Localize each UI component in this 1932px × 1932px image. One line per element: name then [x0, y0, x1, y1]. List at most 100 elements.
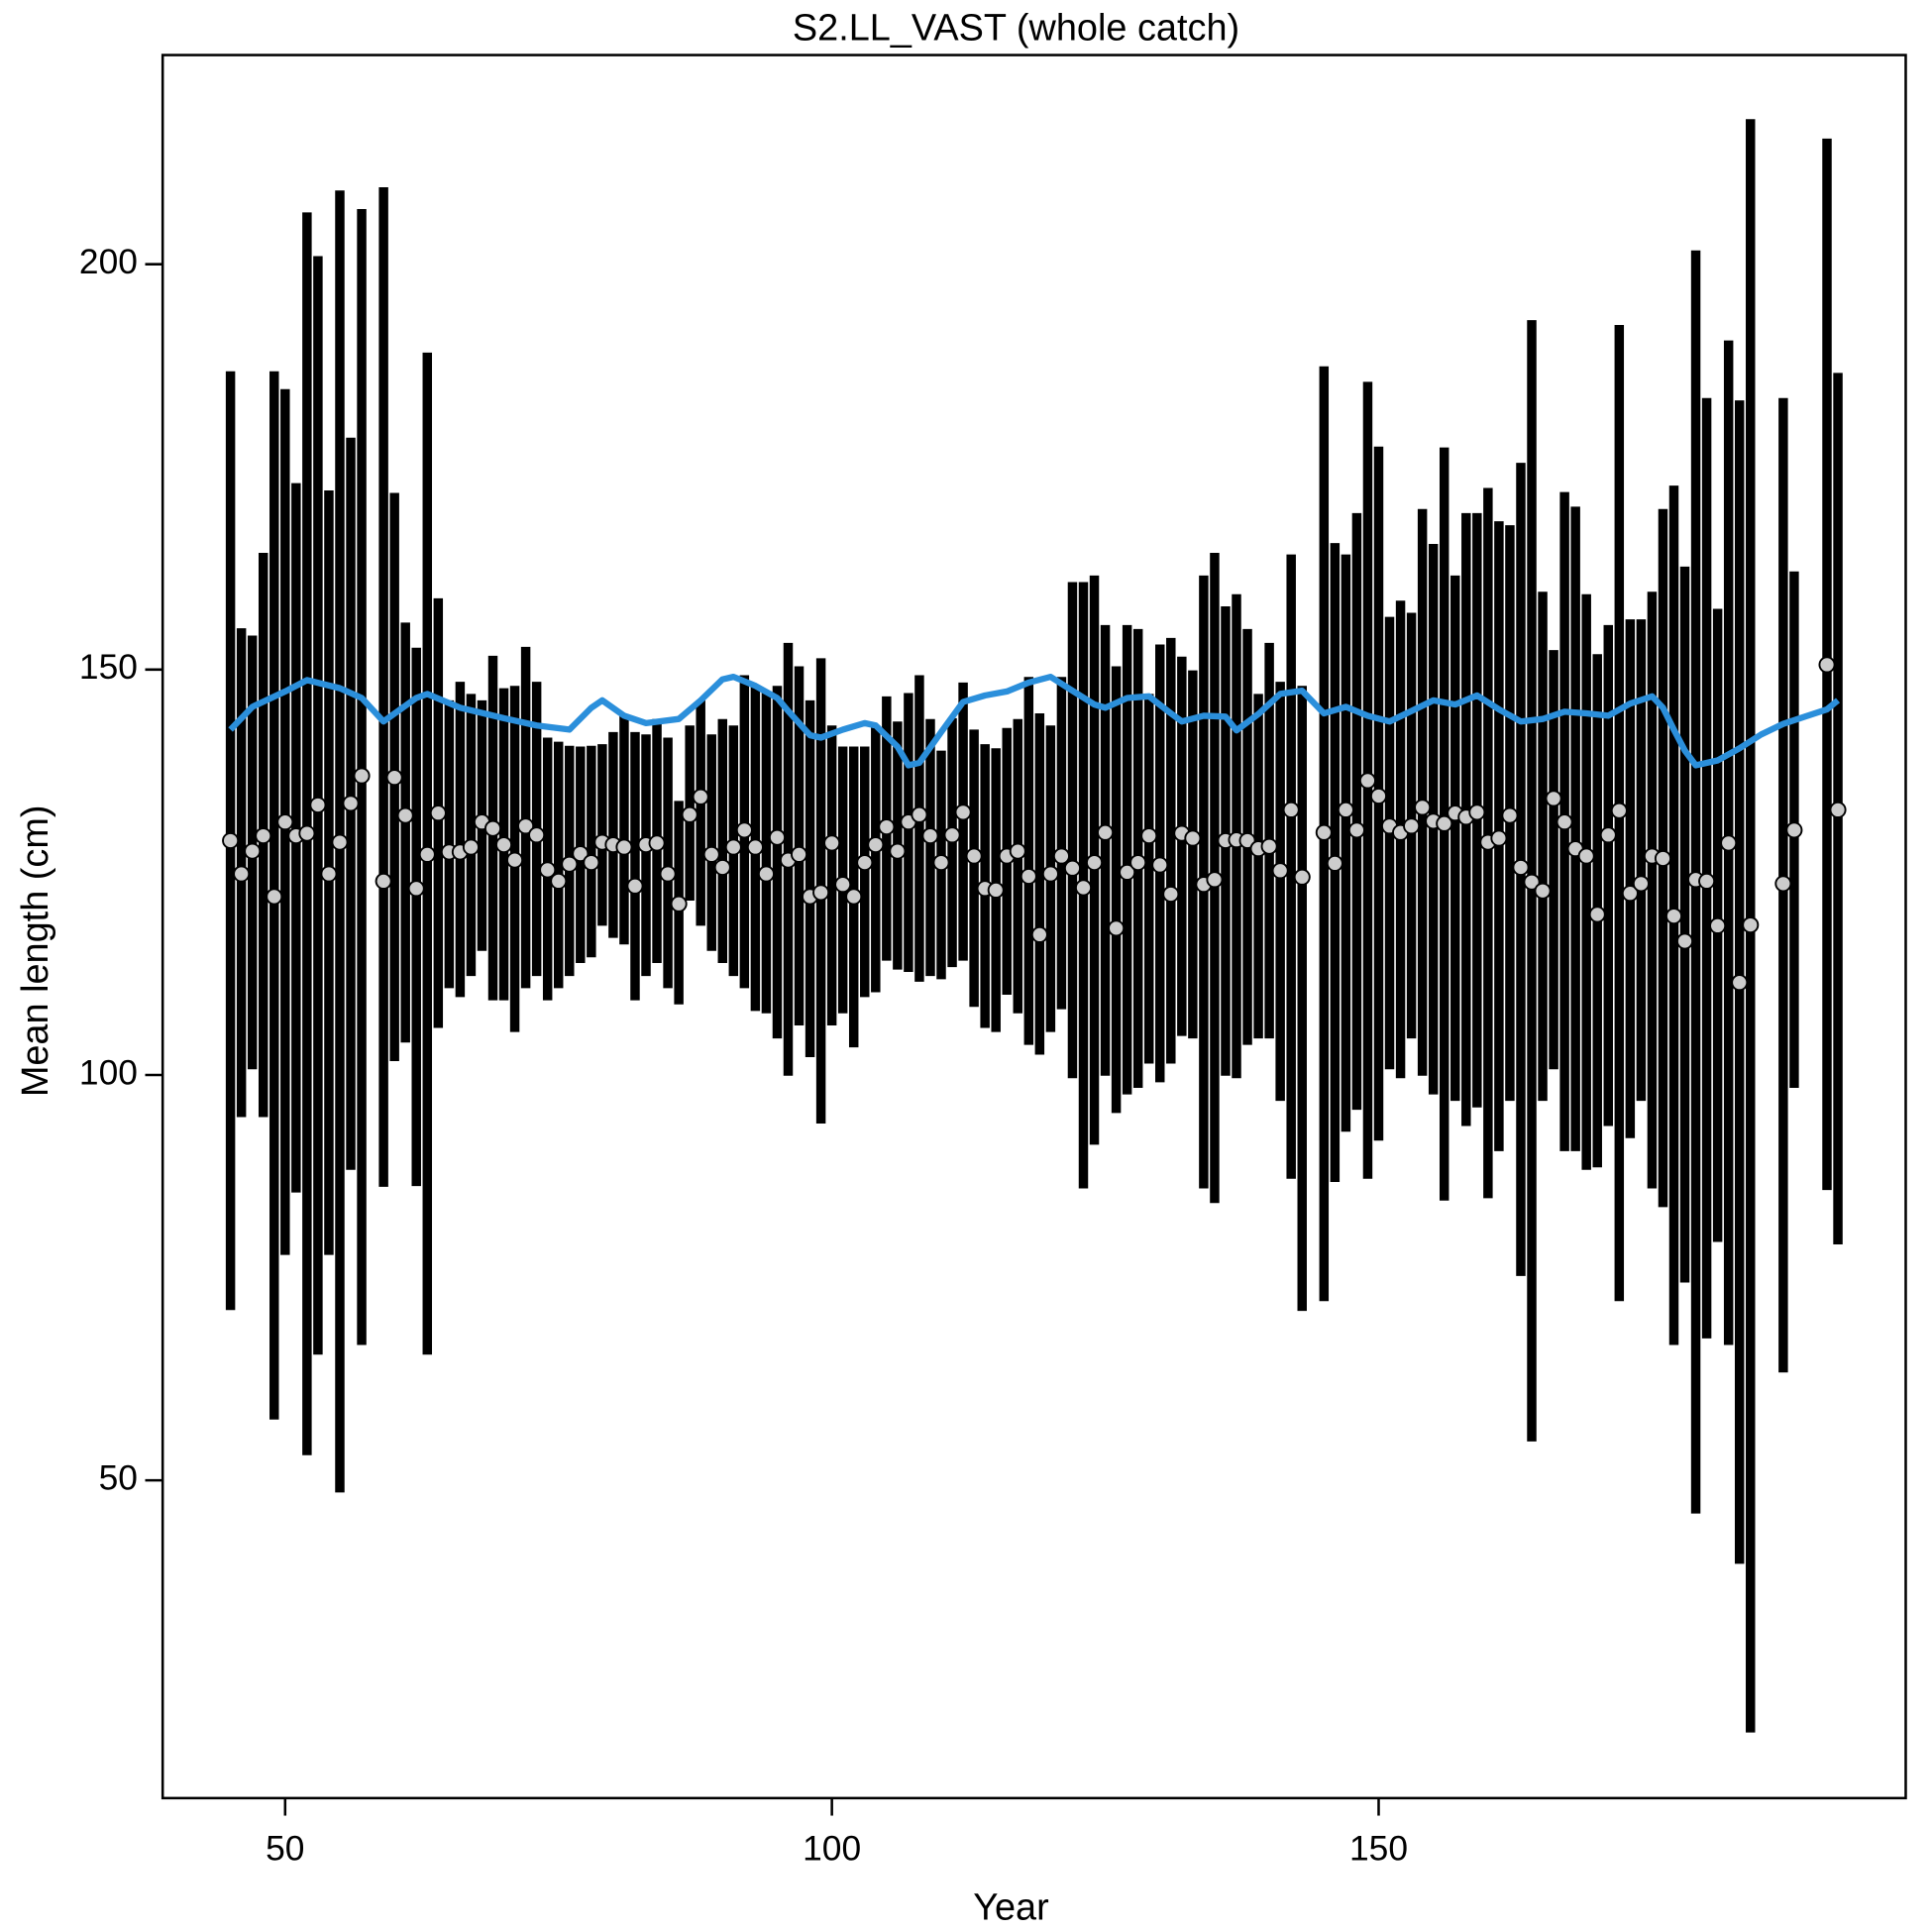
data-point	[1414, 799, 1432, 816]
data-point	[1074, 879, 1093, 897]
data-point	[932, 854, 950, 872]
chart-title: S2.LL_VAST (whole catch)	[793, 7, 1239, 49]
data-point	[878, 818, 896, 836]
data-point	[375, 872, 392, 890]
data-point	[845, 888, 863, 906]
data-point	[1260, 837, 1278, 855]
data-point	[1020, 867, 1037, 886]
data-point	[1282, 801, 1300, 818]
data-point	[615, 838, 633, 856]
data-point	[309, 796, 327, 814]
data-point	[1315, 823, 1333, 841]
data-point	[943, 826, 961, 844]
data-point	[1676, 932, 1694, 950]
data-point	[1369, 787, 1388, 805]
data-point	[1534, 882, 1552, 900]
data-point	[483, 819, 502, 837]
data-point	[1293, 868, 1311, 886]
data-point	[791, 845, 808, 863]
data-point	[1052, 847, 1070, 865]
data-point	[1599, 826, 1617, 844]
data-point	[889, 842, 907, 860]
data-point	[342, 795, 360, 812]
data-point	[1140, 827, 1158, 845]
data-point	[648, 834, 666, 852]
data-point	[626, 877, 644, 895]
data-point	[407, 880, 425, 898]
data-point	[222, 831, 240, 850]
data-point	[681, 805, 698, 823]
data-point	[724, 838, 742, 856]
data-point	[1086, 854, 1104, 872]
data-point	[550, 872, 568, 890]
y-tick-label: 100	[79, 1053, 138, 1092]
data-point	[823, 834, 841, 852]
data-point	[1097, 823, 1115, 841]
data-point	[233, 865, 251, 883]
data-point	[418, 845, 436, 863]
data-point	[1151, 856, 1169, 874]
data-point	[1610, 802, 1628, 819]
data-point	[1501, 806, 1519, 824]
data-point	[1654, 849, 1671, 868]
data-point	[1577, 847, 1595, 865]
data-point	[1774, 875, 1792, 893]
data-point	[1206, 871, 1224, 889]
data-point	[1664, 908, 1683, 925]
data-point	[1698, 872, 1716, 890]
data-point	[1829, 801, 1847, 818]
data-point	[1731, 974, 1749, 992]
data-point	[1818, 656, 1836, 674]
data-point	[1326, 854, 1343, 872]
data-point	[746, 838, 764, 856]
y-tick-label: 200	[79, 243, 138, 281]
data-point	[1108, 919, 1126, 937]
data-point	[1403, 817, 1421, 835]
data-point	[572, 845, 590, 863]
data-point	[1545, 790, 1562, 807]
data-point	[1588, 906, 1606, 923]
data-point	[1030, 925, 1048, 943]
data-point	[331, 833, 349, 851]
data-point	[965, 847, 983, 865]
x-tick-label: 100	[803, 1829, 861, 1868]
data-point	[757, 865, 775, 883]
data-point	[1556, 813, 1573, 831]
data-point	[911, 805, 928, 823]
data-point	[713, 858, 731, 877]
data-point	[1162, 885, 1180, 904]
data-point	[1490, 829, 1508, 847]
x-tick-label: 50	[266, 1829, 304, 1868]
data-point	[1512, 858, 1530, 877]
expected-line	[228, 673, 1841, 769]
data-point	[1119, 863, 1136, 881]
data-point	[462, 838, 480, 856]
data-point	[1468, 804, 1486, 821]
data-point	[1129, 854, 1147, 872]
data-point	[583, 854, 600, 872]
data-point	[659, 865, 677, 883]
data-point	[539, 861, 557, 879]
data-point	[1041, 865, 1059, 883]
data-point	[495, 836, 513, 854]
y-tick-label: 50	[99, 1458, 138, 1497]
data-point	[1436, 814, 1453, 832]
data-point	[867, 836, 885, 854]
x-tick-label: 150	[1349, 1829, 1408, 1868]
data-point	[1009, 842, 1026, 860]
data-point	[735, 821, 753, 839]
data-point	[921, 827, 939, 845]
data-point	[1347, 821, 1365, 839]
data-point	[856, 854, 874, 872]
y-axis-label: Mean length (cm)	[15, 805, 56, 1097]
data-point	[768, 828, 786, 846]
data-point	[954, 804, 972, 821]
data-point	[702, 845, 720, 863]
x-axis-label: Year	[973, 1886, 1049, 1928]
data-point	[266, 888, 283, 906]
data-point	[1785, 821, 1803, 839]
data-point	[244, 842, 262, 860]
y-tick-label: 150	[79, 648, 138, 687]
